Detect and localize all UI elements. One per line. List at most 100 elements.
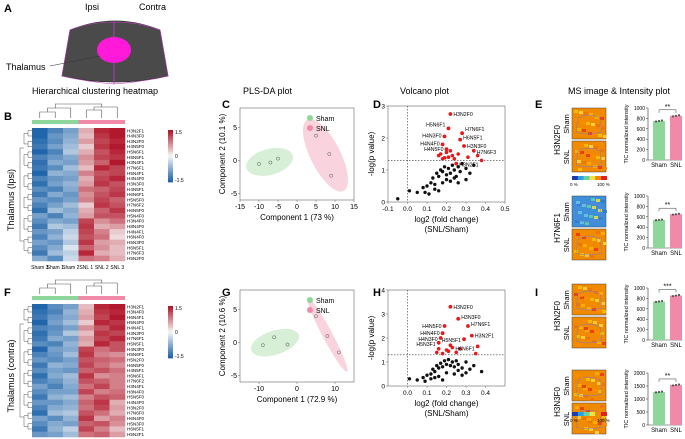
heatmap-ipsi-colorbar-step: [168, 178, 173, 181]
ms-pixel: [593, 421, 597, 424]
heatmap-contra-row-label: H3N2F1: [127, 304, 145, 309]
thalamus-label: Thalamus: [6, 62, 46, 72]
heatmap-ipsi-row-label: H7N6F1: [127, 165, 145, 170]
volcano-ipsi-point: [444, 173, 449, 177]
heatmap-contra-colorbar-step: [168, 342, 173, 345]
heatmap-contra-cell: [78, 304, 95, 310]
heatmap-contra-row-label: H5N3F0: [127, 421, 145, 426]
heatmap-ipsi-colorbar-step: [168, 162, 173, 165]
plsda-ipsi-legend-snl-marker: [307, 125, 313, 131]
heatmap-ipsi-row-label: H3N4F1: [127, 160, 145, 165]
volcano-ipsi-point-label: H5N6F1: [426, 122, 445, 128]
bar-i2-replicate-dot: [677, 383, 681, 386]
heatmap-ipsi-cell: [94, 207, 110, 214]
volcano-ipsi-xtick-label: 0.5: [500, 206, 509, 213]
ms-colorscale-step: [595, 412, 602, 416]
volcano-ipsi-point: [448, 179, 453, 183]
heatmap-ipsi-cell: [47, 143, 64, 150]
heatmap-ipsi-row-label: H4N5F0: [127, 144, 145, 149]
heatmap-ipsi-cell: [78, 197, 95, 203]
heatmap-ipsi-cell: [47, 154, 64, 161]
heatmap-contra-cell: [32, 304, 48, 310]
heatmap-ipsi-cell: [94, 239, 110, 246]
heatmap-ipsi-cell: [109, 197, 126, 203]
ms-pixel: [579, 326, 583, 329]
volcano-ipsi-labeled-point: [454, 161, 459, 166]
heatmap-ipsi-cell: [63, 207, 79, 214]
heatmap-ipsi-cell: [94, 255, 110, 262]
ms-pixel: [586, 154, 590, 157]
bar-i2-ylabel: TIC normalized intensity: [624, 369, 630, 428]
volcano-contra-labeled-point: [438, 336, 443, 340]
ms-pixel: [577, 343, 581, 346]
volcano-ipsi-point: [423, 190, 427, 195]
heatmap-ipsi-cell: [47, 181, 64, 187]
heatmap-contra-group-bar: [32, 296, 48, 300]
heatmap-ipsi-cell: [63, 250, 79, 256]
heatmap-contra-cell: [47, 410, 64, 417]
heatmap-ipsi-cell: [63, 223, 79, 230]
heatmap-contra-cell: [109, 389, 126, 395]
heatmap-ipsi-cell: [63, 159, 79, 166]
ms-pixel: [600, 117, 604, 120]
heatmap-contra-cell: [47, 330, 64, 337]
heatmap-contra-colorbar-step: [168, 350, 173, 353]
heatmap-contra-cell: [94, 394, 110, 401]
heatmap-contra-cell: [47, 367, 64, 374]
volcano-contra-point-label: H4N5F0: [422, 324, 441, 330]
ms-colorscale-step: [572, 176, 578, 180]
heatmap-ipsi-cell: [32, 128, 48, 134]
heatmap-ipsi-cell: [78, 213, 95, 219]
volcano-ipsi-labeled-point: [444, 147, 449, 152]
ms-pixel: [588, 320, 592, 323]
volcano-ipsi-xtick-label: 0.3: [461, 206, 470, 213]
heatmap-ipsi-cell: [109, 207, 126, 214]
ms-image-panels: ShamSNLH3N2F0ShamSNLH7N6F1ShamSNLH3N2F0S…: [553, 107, 610, 435]
heatmap-ipsi-cell: [109, 191, 126, 198]
heatmap-ipsi-cell: [47, 149, 64, 155]
ms-pixel: [596, 124, 600, 127]
heatmap-ipsi-cell: [32, 218, 48, 225]
bar-i1-ytick-label: 1000: [634, 286, 645, 292]
heatmap-ipsi-cell: [63, 181, 79, 187]
bar-i2-ytick-label: 500: [637, 410, 646, 416]
panel-letter-g: G: [222, 287, 231, 299]
volcano-ipsi-point: [448, 171, 453, 175]
volcano-contra-labeled-point: [442, 324, 447, 328]
ms-pixel: [585, 297, 589, 300]
heatmap-ipsi-cell: [47, 165, 64, 171]
volcano-ipsi-point-label: H7N6F1: [465, 127, 484, 133]
heatmap-contra-cell: [78, 325, 95, 331]
heatmap-contra-row-label: H5N2F1: [127, 432, 145, 437]
heatmap-ipsi-group-bar: [63, 120, 79, 124]
heatmap-contra-colorbar-step: [168, 326, 173, 329]
ms-pixel: [574, 110, 578, 113]
ms-pixel: [598, 209, 602, 212]
heatmap-contra-cell: [32, 325, 48, 331]
heatmap-ipsi-colorbar-step: [168, 172, 173, 175]
heatmap-contra-cell: [94, 431, 110, 438]
ms-pixel: [576, 335, 580, 338]
volcano-contra-xtick-label: 0.0: [403, 390, 412, 397]
ms-pixel: [579, 111, 583, 114]
heatmap-contra-cell: [63, 319, 79, 326]
heatmap-ipsi-row-label: H5N6F1: [127, 150, 145, 155]
volcano-ipsi-sig-point: [444, 150, 449, 155]
volcano-contra-point: [433, 375, 437, 380]
volcano-ipsi-labeled-point: [460, 131, 464, 136]
ms-pixel: [589, 113, 593, 116]
heatmap-contra-cell: [109, 431, 126, 438]
heatmap-ipsi-cell: [63, 245, 79, 251]
plsda-title: PLS-DA plot: [243, 86, 293, 96]
heatmap-ipsi-cell: [109, 234, 126, 241]
heatmap-ipsi-cell: [78, 175, 95, 182]
heatmap-contra-cell: [63, 304, 79, 310]
heatmap-contra-colorbar-step: [168, 332, 173, 335]
heatmap-contra-cell: [94, 357, 110, 363]
heatmap-ipsi-group-bar: [47, 120, 63, 124]
bar-i1-ytick-label: 0: [642, 338, 645, 344]
heatmap-contra-row-label: H6N5F0: [127, 363, 145, 368]
bar-i1-ylabel: TIC normalized intensity: [624, 284, 630, 343]
heatmap-contra-cell: [94, 399, 110, 406]
